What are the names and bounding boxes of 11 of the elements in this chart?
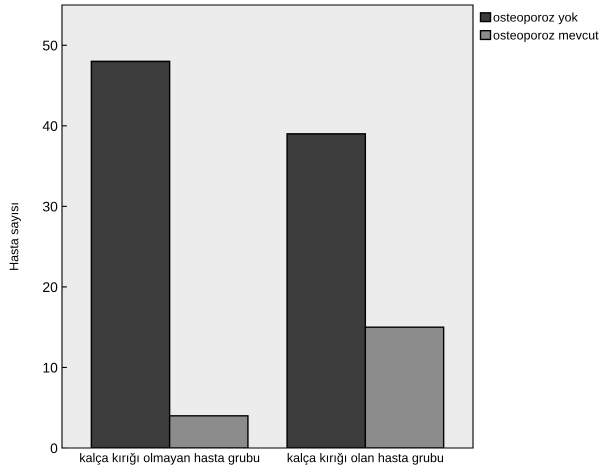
y-axis-title: Hasta sayısı: [10, 203, 21, 270]
x-tick-label: kalça kırığı olan hasta grubu: [288, 452, 444, 465]
y-tick-label: 20: [43, 282, 58, 292]
y-tick-label: 40: [42, 121, 58, 131]
legend-label: osteoporoz mevcut: [494, 31, 599, 42]
x-tick-label: kalça kırığı olmayan hasta grubu: [80, 452, 260, 465]
y-tick-label: 10: [43, 362, 58, 373]
y-tick-label: 0: [50, 443, 58, 454]
legend-label: osteoporoz yok: [494, 12, 578, 24]
y-tick-label: 30: [42, 202, 58, 212]
y-tick-label: 50: [42, 40, 58, 50]
